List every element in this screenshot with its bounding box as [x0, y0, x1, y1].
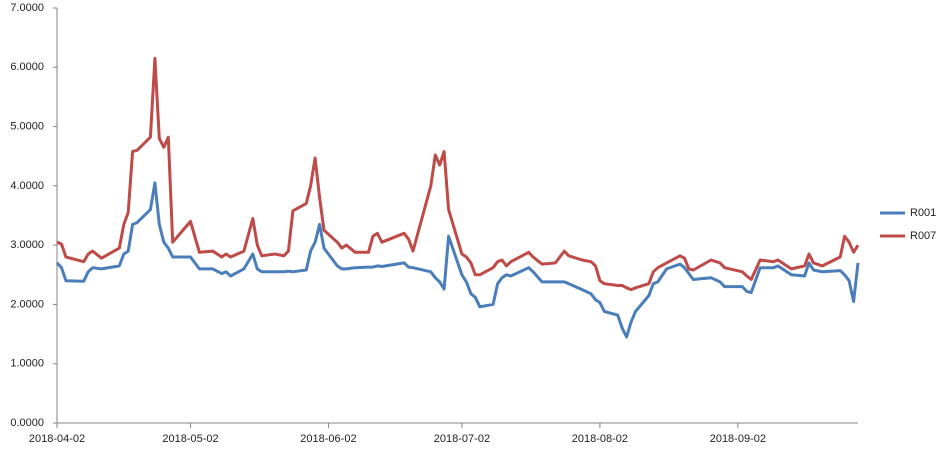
- x-tick-label: 2018-08-02: [572, 433, 628, 445]
- x-tick-label: 2018-06-02: [300, 433, 356, 445]
- x-tick-label: 2018-04-02: [29, 433, 85, 445]
- y-tick-label: 4.0000: [10, 180, 44, 192]
- x-tick-label: 2018-07-02: [434, 433, 490, 445]
- x-tick-label: 2018-09-02: [710, 433, 766, 445]
- y-tick-label: 0.0000: [10, 417, 44, 429]
- y-tick-label: 1.0000: [10, 358, 44, 370]
- x-tick-label: 2018-05-02: [162, 433, 218, 445]
- series-line: [55, 181, 860, 339]
- y-tick-label: 3.0000: [10, 239, 44, 251]
- legend-label: R001: [910, 207, 936, 219]
- y-tick-label: 6.0000: [10, 61, 44, 73]
- y-tick-label: 2.0000: [10, 298, 44, 310]
- series-line: [56, 56, 860, 292]
- y-tick-label: 5.0000: [10, 120, 44, 132]
- y-tick-label: 7.0000: [10, 2, 44, 14]
- legend-label: R007: [910, 230, 936, 242]
